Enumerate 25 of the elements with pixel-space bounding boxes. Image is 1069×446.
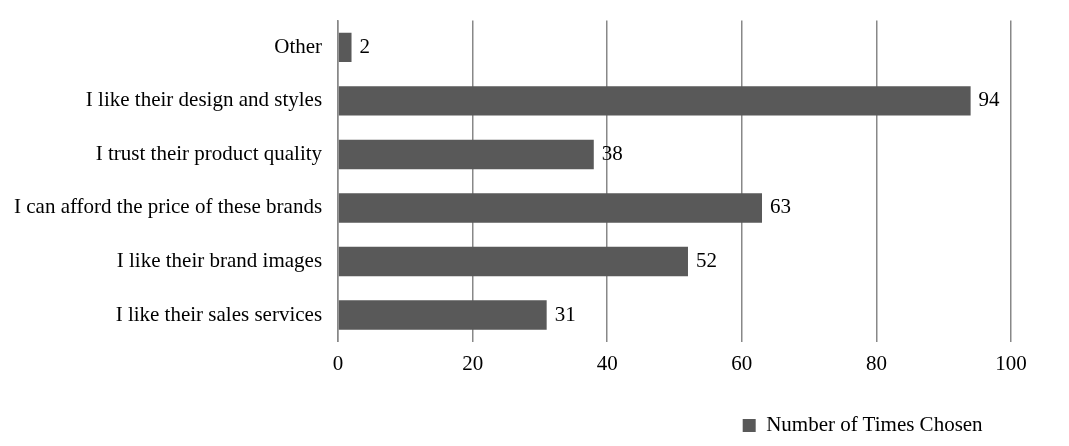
y-tick-label: I like their design and styles	[85, 87, 323, 112]
x-tick-label: 0	[332, 350, 344, 375]
data-label: 2	[359, 33, 371, 58]
x-tick-label: 20	[462, 350, 484, 375]
y-tick-label: Other	[274, 33, 323, 58]
x-tick-label: 80	[865, 350, 887, 375]
data-label: 63	[770, 194, 792, 219]
bar	[338, 86, 971, 116]
legend-label: Number of Times Chosen	[766, 412, 984, 437]
data-label: 38	[601, 140, 623, 165]
x-tick-label: 100	[995, 350, 1027, 375]
bar	[338, 300, 547, 330]
data-label: 52	[695, 248, 717, 273]
y-tick-label: I like their sales services	[115, 301, 323, 326]
bar	[338, 32, 352, 63]
bar	[338, 246, 688, 277]
x-tick-label: 40	[596, 350, 618, 375]
bar	[338, 193, 763, 223]
bar	[338, 139, 594, 170]
data-label: 31	[554, 301, 576, 326]
x-tick-label: 60	[731, 350, 753, 375]
y-tick-label: I trust their product quality	[95, 140, 323, 165]
data-label: 94	[978, 87, 1001, 112]
y-tick-label: I can afford the price of these brands	[14, 194, 323, 219]
y-tick-label: I like their brand images	[116, 248, 323, 273]
